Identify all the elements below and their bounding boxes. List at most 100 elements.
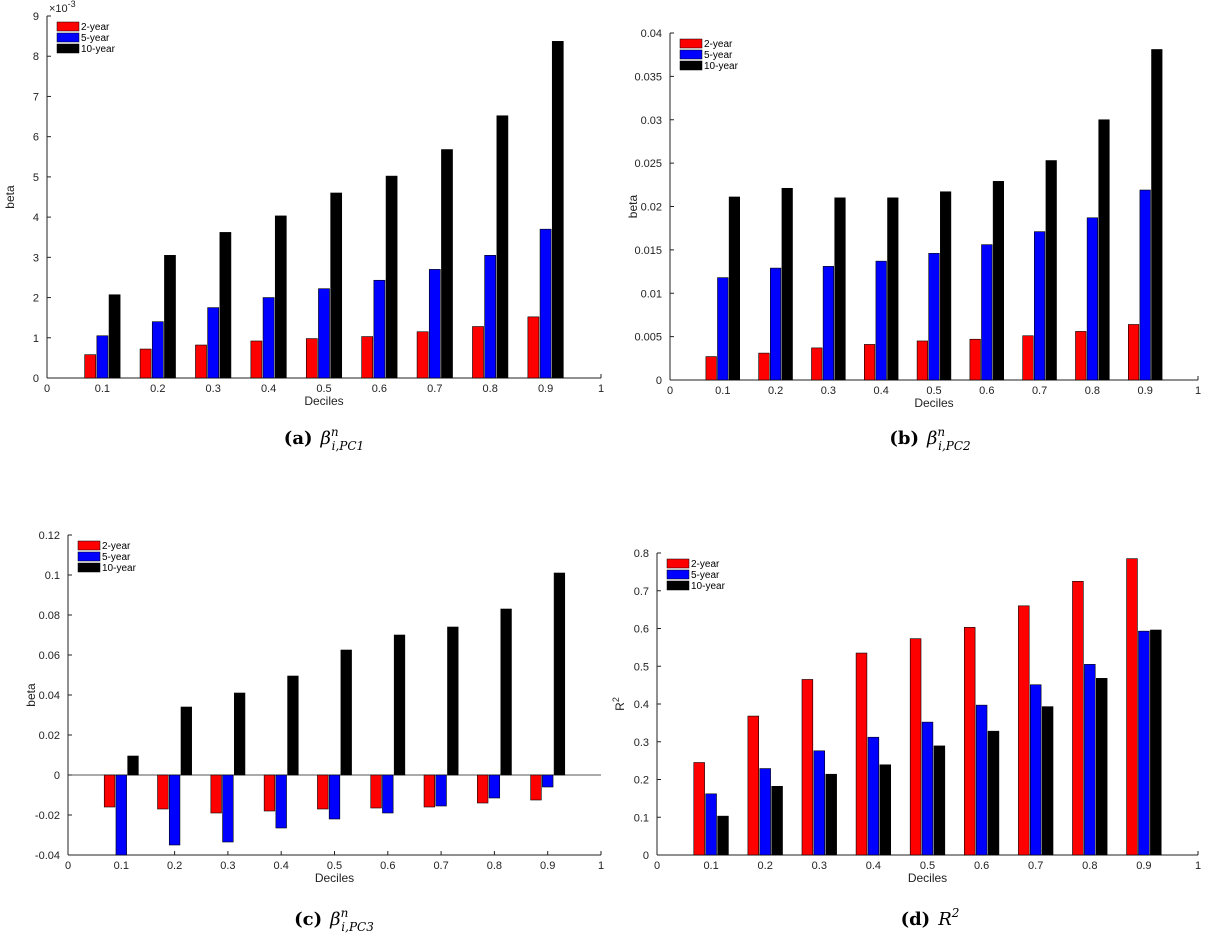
- bar-10-year-0.3: [233, 692, 246, 776]
- y-axis-label-text: beta: [3, 185, 17, 209]
- caption-symbol: β: [926, 428, 937, 449]
- panel-caption: (d) R2: [901, 906, 960, 930]
- legend-swatch-10-year: [56, 43, 80, 54]
- legend-swatch-5-year: [77, 551, 101, 562]
- bar-2-year-0.3: [195, 344, 207, 379]
- caption-subscript: i,PC3: [341, 920, 374, 934]
- bar-2-year-0.7: [416, 331, 429, 379]
- x-tick-label: 0.6: [979, 385, 994, 397]
- panel-a: 0 0.1 0.2 0.3 0.4 0.5 0.6 0.7 0.8 0.9 1 0 1 2 3 4 5 6 7 8 9 ×…: [3, 0, 604, 453]
- y-tick-label: -0.02: [35, 810, 60, 822]
- panel-c: 0 0.1 0.2 0.3 0.4 0.5 0.6 0.7 0.8 0.9 1 -0.04 -0.02 0…: [24, 530, 604, 934]
- x-tick-label: 0.9: [1138, 385, 1153, 397]
- x-tick-label: 0.1: [114, 860, 129, 872]
- bar-5-year-0.9: [1139, 189, 1151, 381]
- x-tick-label: 0.6: [974, 860, 989, 872]
- x-tick-label: 0: [654, 860, 660, 872]
- x-tick-label: 0.4: [261, 383, 276, 395]
- x-tick-label: 0.5: [327, 860, 342, 872]
- x-axis-label: Deciles: [304, 394, 343, 408]
- bar-5-year-0.7: [1034, 231, 1046, 381]
- y-exponent-label: ×10-3: [49, 0, 76, 15]
- y-tick-label: 2: [33, 293, 39, 305]
- x-tick-label: 0.9: [540, 860, 555, 872]
- bar-2-year-0.8: [472, 326, 484, 379]
- caption-superscript: 2: [951, 906, 960, 920]
- x-tick-label: 0.2: [150, 383, 165, 395]
- bar-10-year-0.8: [496, 115, 509, 379]
- x-tick-label: 0.6: [380, 860, 395, 872]
- bar-5-year-0.1: [705, 793, 717, 856]
- bar-5-year-0.2: [770, 267, 782, 381]
- bar-2-year-0.5: [916, 340, 928, 381]
- x-tick-label: 0: [667, 385, 673, 397]
- bar-5-year-0.3: [207, 307, 220, 379]
- legend-label: 2-year: [691, 559, 720, 570]
- x-tick-label: 0.4: [274, 860, 289, 872]
- x-tick-label: 0.2: [167, 860, 182, 872]
- bar-5-year-0.2: [151, 321, 164, 379]
- legend-label: 10-year: [691, 581, 726, 592]
- caption-subscript: i,PC1: [332, 439, 365, 453]
- bar-5-year-0.6: [975, 704, 988, 856]
- bar-2-year-0.6: [370, 774, 382, 809]
- caption-label: (c): [294, 909, 322, 930]
- y-axis-label: beta: [626, 194, 640, 218]
- y-tick-label: 5: [33, 172, 39, 184]
- y-tick-label: 0.02: [641, 202, 662, 214]
- bar-5-year-0.8: [484, 255, 497, 379]
- y-tick-label: 0.5: [634, 661, 649, 673]
- caption-symbol: β: [329, 909, 340, 930]
- x-tick-label: 0.9: [1136, 860, 1151, 872]
- bar-10-year-0.7: [1045, 160, 1057, 381]
- legend-label: 5-year: [704, 50, 733, 61]
- bar-10-year-0.1: [127, 755, 139, 776]
- x-tick-label: 0.8: [1082, 860, 1097, 872]
- bar-5-year-0.2: [168, 774, 181, 846]
- legend-swatch-2-year: [666, 558, 690, 569]
- bar-5-year-0.5: [921, 721, 934, 856]
- legend-swatch-10-year: [77, 562, 101, 573]
- bar-2-year-0.1: [705, 356, 717, 381]
- bar-10-year-0.9: [553, 572, 566, 776]
- bar-10-year-0.6: [393, 634, 406, 776]
- legend-label: 2-year: [704, 39, 733, 50]
- bar-10-year-0.4: [879, 764, 892, 856]
- bar-5-year-0.3: [222, 774, 234, 843]
- bar-2-year-0.8: [1072, 581, 1084, 856]
- bar-5-year-0.6: [981, 244, 993, 381]
- legend-label: 10-year: [81, 44, 116, 55]
- y-tick-label: 3: [33, 252, 39, 264]
- bar-5-year-0.4: [867, 736, 880, 856]
- y-tick-label: 0.04: [39, 690, 60, 702]
- panel-d: 0 0.1 0.2 0.3 0.4 0.5 0.6 0.7 0.8 0.9 1 0 0.1 0.2 0.3 0…: [611, 548, 1201, 930]
- y-tick-label: 0.02: [39, 730, 60, 742]
- bar-5-year-0.8: [488, 774, 501, 799]
- bar-5-year-0.8: [1086, 217, 1098, 381]
- bar-2-year-0.9: [1128, 324, 1140, 381]
- y-tick-label: 0.015: [634, 245, 662, 257]
- x-axis-label: Deciles: [914, 396, 953, 410]
- bar-2-year-0.9: [530, 774, 542, 801]
- y-tick-label: 0.06: [39, 650, 60, 662]
- bar-2-year-0.4: [250, 340, 263, 379]
- bar-5-year-0.5: [328, 774, 341, 820]
- bar-5-year-0.4: [875, 260, 887, 381]
- x-tick-label: 0.3: [821, 385, 836, 397]
- bar-10-year-0.9: [551, 41, 564, 379]
- y-tick-label: 4: [33, 212, 39, 224]
- x-tick-label: 0.3: [812, 860, 827, 872]
- bar-5-year-0.7: [1029, 684, 1042, 856]
- bar-2-year-0.2: [139, 348, 152, 379]
- bar-10-year-0.2: [164, 255, 176, 379]
- bar-5-year-0.3: [822, 266, 834, 381]
- legend-label: 10-year: [704, 61, 739, 72]
- bar-2-year-0.1: [693, 762, 705, 856]
- bar-5-year-0.9: [542, 774, 554, 788]
- bar-10-year-0.2: [180, 706, 192, 776]
- bar-5-year-0.5: [318, 288, 330, 379]
- legend-label: 5-year: [102, 552, 131, 563]
- x-tick-label: 0.6: [372, 383, 387, 395]
- x-tick-label: 0.2: [768, 385, 783, 397]
- panel-b: 0 0.1 0.2 0.3 0.4 0.5 0.6 0.7 0.8 0.9 1 0 0.005 0.01 0…: [626, 28, 1201, 453]
